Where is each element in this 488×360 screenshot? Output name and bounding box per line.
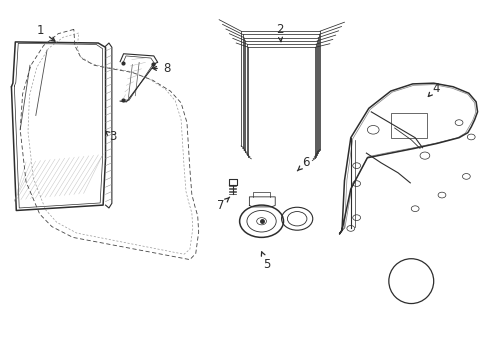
Text: 5: 5 (261, 252, 270, 271)
Text: 4: 4 (427, 82, 439, 96)
Text: 1: 1 (37, 24, 55, 41)
Text: 2: 2 (275, 23, 283, 42)
Text: 7: 7 (217, 197, 229, 212)
Text: 6: 6 (297, 156, 309, 171)
Text: 3: 3 (105, 130, 116, 144)
Text: 8: 8 (152, 62, 170, 75)
